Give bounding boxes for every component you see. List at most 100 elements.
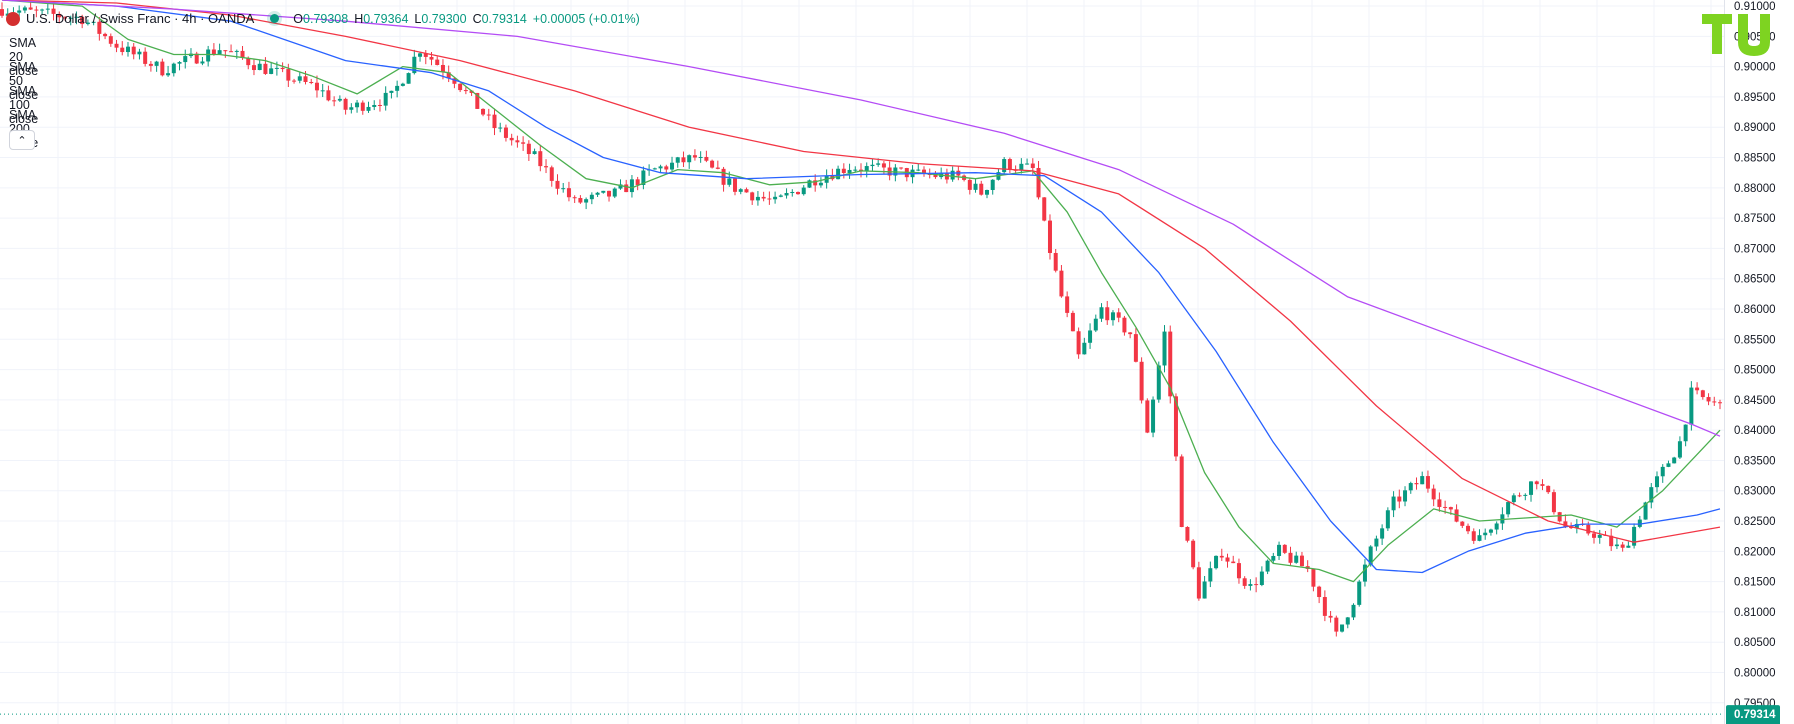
candle [148, 61, 153, 72]
candle [778, 194, 783, 198]
candle [1179, 454, 1184, 528]
candle [166, 65, 171, 77]
price-tick-label: 0.80500 [1734, 637, 1776, 649]
candle [383, 86, 388, 111]
candle [481, 108, 486, 117]
candle [853, 166, 858, 173]
symbol-title[interactable]: U.S. Dollar / Swiss Franc · 4h · OANDA [26, 11, 255, 26]
candle-body [698, 156, 703, 158]
candle-body [51, 8, 56, 14]
candle [1173, 393, 1178, 462]
candle-body [1070, 312, 1075, 332]
candle-body [360, 102, 365, 111]
candle-body [515, 140, 520, 143]
candle [1110, 310, 1115, 326]
candle-body [206, 49, 211, 62]
candle [1609, 528, 1614, 551]
candle-body [1299, 555, 1304, 567]
candle-body [801, 187, 806, 195]
candle-body [1660, 466, 1665, 477]
candle-body [481, 108, 486, 115]
candle-body [790, 191, 795, 194]
candle-body [566, 188, 571, 198]
candles [0, 2, 1722, 637]
candle-body [864, 166, 869, 172]
candle-body [1655, 476, 1660, 488]
candle-body [366, 106, 371, 111]
candle-body [1614, 544, 1619, 547]
candle [921, 166, 926, 177]
candle-body [967, 179, 972, 190]
candle-body [1236, 563, 1241, 579]
candle [1196, 561, 1201, 601]
candle-body [607, 190, 612, 197]
candle [200, 56, 205, 66]
candle [538, 144, 543, 172]
candle-body [1151, 399, 1156, 433]
candle [532, 148, 537, 155]
price-tick-label: 0.84000 [1734, 425, 1776, 437]
candle-body [320, 90, 325, 92]
candle-body [1626, 545, 1631, 548]
candle-body [423, 53, 428, 57]
price-tag: 0.7931402:49:45 [1726, 705, 1780, 724]
candle [194, 51, 199, 65]
candle [406, 72, 411, 84]
candle-body [1059, 270, 1064, 297]
candle-body [1380, 528, 1385, 539]
candle [1162, 325, 1167, 373]
candle [1351, 603, 1356, 621]
candle-body [1317, 586, 1322, 598]
candle-body [664, 166, 669, 170]
candle-body [34, 9, 39, 11]
candle [618, 179, 623, 190]
candle-body [601, 190, 606, 193]
collapse-legend-button[interactable]: ⌃ [9, 130, 35, 150]
candle [1597, 529, 1602, 544]
candle-body [229, 51, 234, 53]
candle-body [1437, 499, 1442, 507]
candle-body [160, 61, 165, 76]
candle [108, 33, 113, 47]
candle [1557, 511, 1562, 523]
candle [160, 58, 165, 77]
candle-body [1494, 523, 1499, 530]
price-tag-countdown: 02:49:45 [1734, 722, 1775, 724]
candle-body [750, 192, 755, 201]
candle [1248, 579, 1253, 591]
grid [0, 0, 1724, 724]
high-value: 0.79364 [363, 11, 409, 26]
candle [320, 83, 325, 98]
candle-body [784, 193, 789, 196]
price-axis[interactable]: 0.795000.800000.805000.810000.815000.820… [1734, 1, 1776, 710]
candle-body [337, 98, 342, 101]
candle [773, 191, 778, 204]
candle [1437, 492, 1442, 512]
candle [1322, 590, 1327, 622]
candle [85, 19, 90, 26]
candle-body [635, 179, 640, 185]
indicator-sma20[interactable]: SMA 20 close [9, 36, 39, 78]
candle-body [692, 155, 697, 158]
candle-body [309, 81, 314, 83]
candle-body [990, 179, 995, 190]
candle [1385, 507, 1390, 531]
candle [1007, 157, 1012, 174]
candle-body [1179, 456, 1184, 527]
candle [692, 149, 697, 161]
candle [526, 140, 531, 161]
candle [1420, 471, 1425, 485]
candle-body [796, 191, 801, 195]
indicator-sma50[interactable]: SMA 50 close [9, 60, 39, 102]
candle [1683, 424, 1688, 447]
candle [183, 49, 188, 69]
candle-body [246, 57, 251, 66]
candle-body [355, 102, 360, 108]
candle-body [395, 85, 400, 91]
candle-body [269, 68, 274, 74]
market-open-icon [270, 14, 280, 23]
indicator-sma100[interactable]: SMA 100 close [9, 84, 39, 126]
candle-body [108, 36, 113, 44]
candle-body [1414, 483, 1419, 485]
